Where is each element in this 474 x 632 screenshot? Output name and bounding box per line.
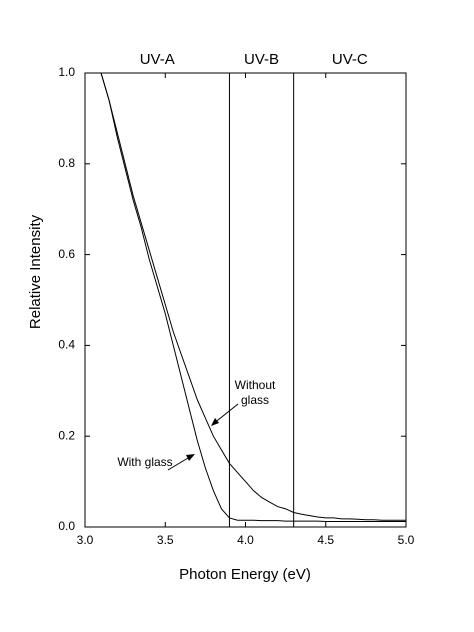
x-tick-label: 5.0	[398, 533, 415, 547]
y-tick-label: 0.8	[58, 156, 75, 170]
x-tick-label: 3.0	[77, 533, 94, 547]
arrowhead	[211, 418, 219, 426]
data-line	[100, 72, 406, 521]
data-line	[100, 72, 406, 523]
arrow	[212, 403, 239, 425]
annotation: With glass	[117, 455, 173, 469]
y-tick-label: 0.0	[58, 519, 75, 533]
region-label: UV-B	[244, 51, 279, 68]
x-tick-label: 4.0	[237, 533, 254, 547]
annotation: Without glass	[234, 378, 276, 407]
x-axis-title: Photon Energy (eV)	[179, 566, 311, 583]
y-tick-label: 0.2	[58, 428, 75, 442]
y-axis-title: Relative Intensity	[27, 214, 44, 329]
y-tick-label: 0.4	[58, 338, 75, 352]
region-label: UV-A	[140, 51, 175, 68]
arrowhead	[186, 454, 195, 461]
y-tick-label: 0.6	[58, 247, 75, 261]
x-tick-label: 4.5	[317, 533, 334, 547]
y-tick-label: 1.0	[58, 65, 75, 79]
x-tick-label: 3.5	[157, 533, 174, 547]
region-label: UV-C	[332, 51, 368, 68]
